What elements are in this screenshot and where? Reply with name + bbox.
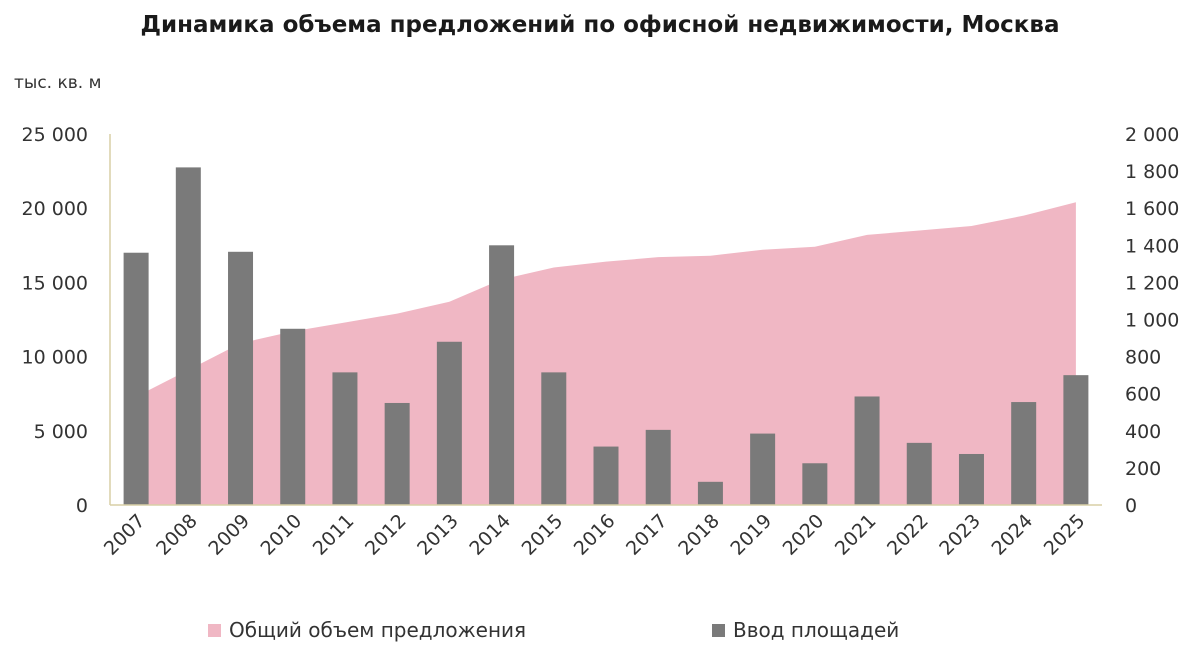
- right-tick-label: 1 600: [1125, 198, 1179, 220]
- left-axis-ticks: 0 5 000 10 000 15 000 20 000 25 000: [22, 124, 88, 517]
- bar-2025: [1063, 375, 1089, 505]
- bar-2021: [854, 396, 880, 505]
- right-tick-label: 1 400: [1125, 235, 1179, 257]
- area-total-supply: [136, 202, 1076, 505]
- bar-2008: [175, 167, 201, 505]
- x-axis-ticks: 2007 2008 2009 2010 2011 2012 2013 2014 2015 2016…: [100, 510, 1090, 560]
- x-tick-2020: 2020: [779, 510, 829, 560]
- x-tick-2010: 2010: [257, 510, 307, 560]
- left-tick-label: 10 000: [22, 347, 88, 369]
- x-tick-2019: 2019: [726, 510, 776, 560]
- legend-item-bar: Ввод площадей: [712, 618, 899, 642]
- bar-2018: [697, 481, 723, 505]
- right-tick-label: 1 200: [1125, 272, 1179, 294]
- bar-2023: [958, 453, 984, 505]
- left-tick-label: 20 000: [22, 198, 88, 220]
- right-tick-label: 800: [1125, 347, 1161, 369]
- bar-2020: [802, 463, 828, 505]
- left-tick-label: 15 000: [22, 272, 88, 294]
- bar-2007: [123, 252, 149, 505]
- right-axis-ticks: 0 200 400 600 800 1 000 1 200 1 400 1 600 1 800 2 …: [1125, 124, 1179, 517]
- chart-title: Динамика объема предложений по офисной н…: [140, 12, 1060, 38]
- x-tick-2007: 2007: [100, 510, 150, 560]
- bar-2015: [541, 372, 567, 505]
- right-tick-label: 1 000: [1125, 310, 1179, 332]
- right-tick-label: 1 800: [1125, 161, 1179, 183]
- bar-2009: [228, 251, 254, 505]
- x-tick-2024: 2024: [987, 510, 1037, 560]
- x-tick-2021: 2021: [831, 510, 881, 560]
- legend-swatch-area: [208, 623, 221, 637]
- bar-2022: [906, 442, 932, 505]
- bar-2014: [489, 245, 515, 506]
- x-tick-2014: 2014: [465, 510, 515, 560]
- y-axis-unit-label: тыс. кв. м: [14, 73, 102, 93]
- x-tick-2022: 2022: [883, 510, 933, 560]
- x-tick-2017: 2017: [622, 510, 672, 560]
- legend-swatch-bar: [712, 623, 725, 637]
- bar-2010: [280, 328, 306, 505]
- x-tick-2018: 2018: [674, 510, 724, 560]
- x-tick-2016: 2016: [570, 510, 620, 560]
- bar-2019: [750, 433, 776, 505]
- bar-2016: [593, 446, 619, 505]
- right-tick-label: 200: [1125, 458, 1161, 480]
- legend-item-area: Общий объем предложения: [208, 618, 526, 642]
- axes: [109, 134, 1102, 506]
- x-tick-2009: 2009: [204, 510, 254, 560]
- right-tick-label: 600: [1125, 384, 1161, 406]
- area-series: [136, 202, 1076, 505]
- x-tick-2025: 2025: [1040, 510, 1090, 560]
- bar-2012: [384, 402, 410, 505]
- bar-2024: [1011, 402, 1037, 505]
- right-tick-label: 0: [1125, 495, 1137, 517]
- bar-series: [123, 167, 1089, 506]
- x-tick-2011: 2011: [309, 510, 359, 560]
- legend: Общий объем предложения Ввод площадей: [0, 618, 1200, 648]
- x-tick-2013: 2013: [413, 510, 463, 560]
- x-tick-2012: 2012: [361, 510, 411, 560]
- x-tick-2008: 2008: [152, 510, 202, 560]
- bar-2017: [645, 429, 671, 505]
- bar-2013: [436, 341, 462, 505]
- right-tick-label: 2 000: [1125, 124, 1179, 146]
- bar-2011: [332, 372, 358, 505]
- legend-label-bar: Ввод площадей: [733, 618, 900, 642]
- legend-label-area: Общий объем предложения: [229, 618, 527, 642]
- left-tick-label: 25 000: [22, 124, 88, 146]
- left-tick-label: 0: [76, 495, 88, 517]
- x-tick-2023: 2023: [935, 510, 985, 560]
- right-tick-label: 400: [1125, 421, 1161, 443]
- left-tick-label: 5 000: [34, 421, 88, 443]
- x-tick-2015: 2015: [518, 510, 568, 560]
